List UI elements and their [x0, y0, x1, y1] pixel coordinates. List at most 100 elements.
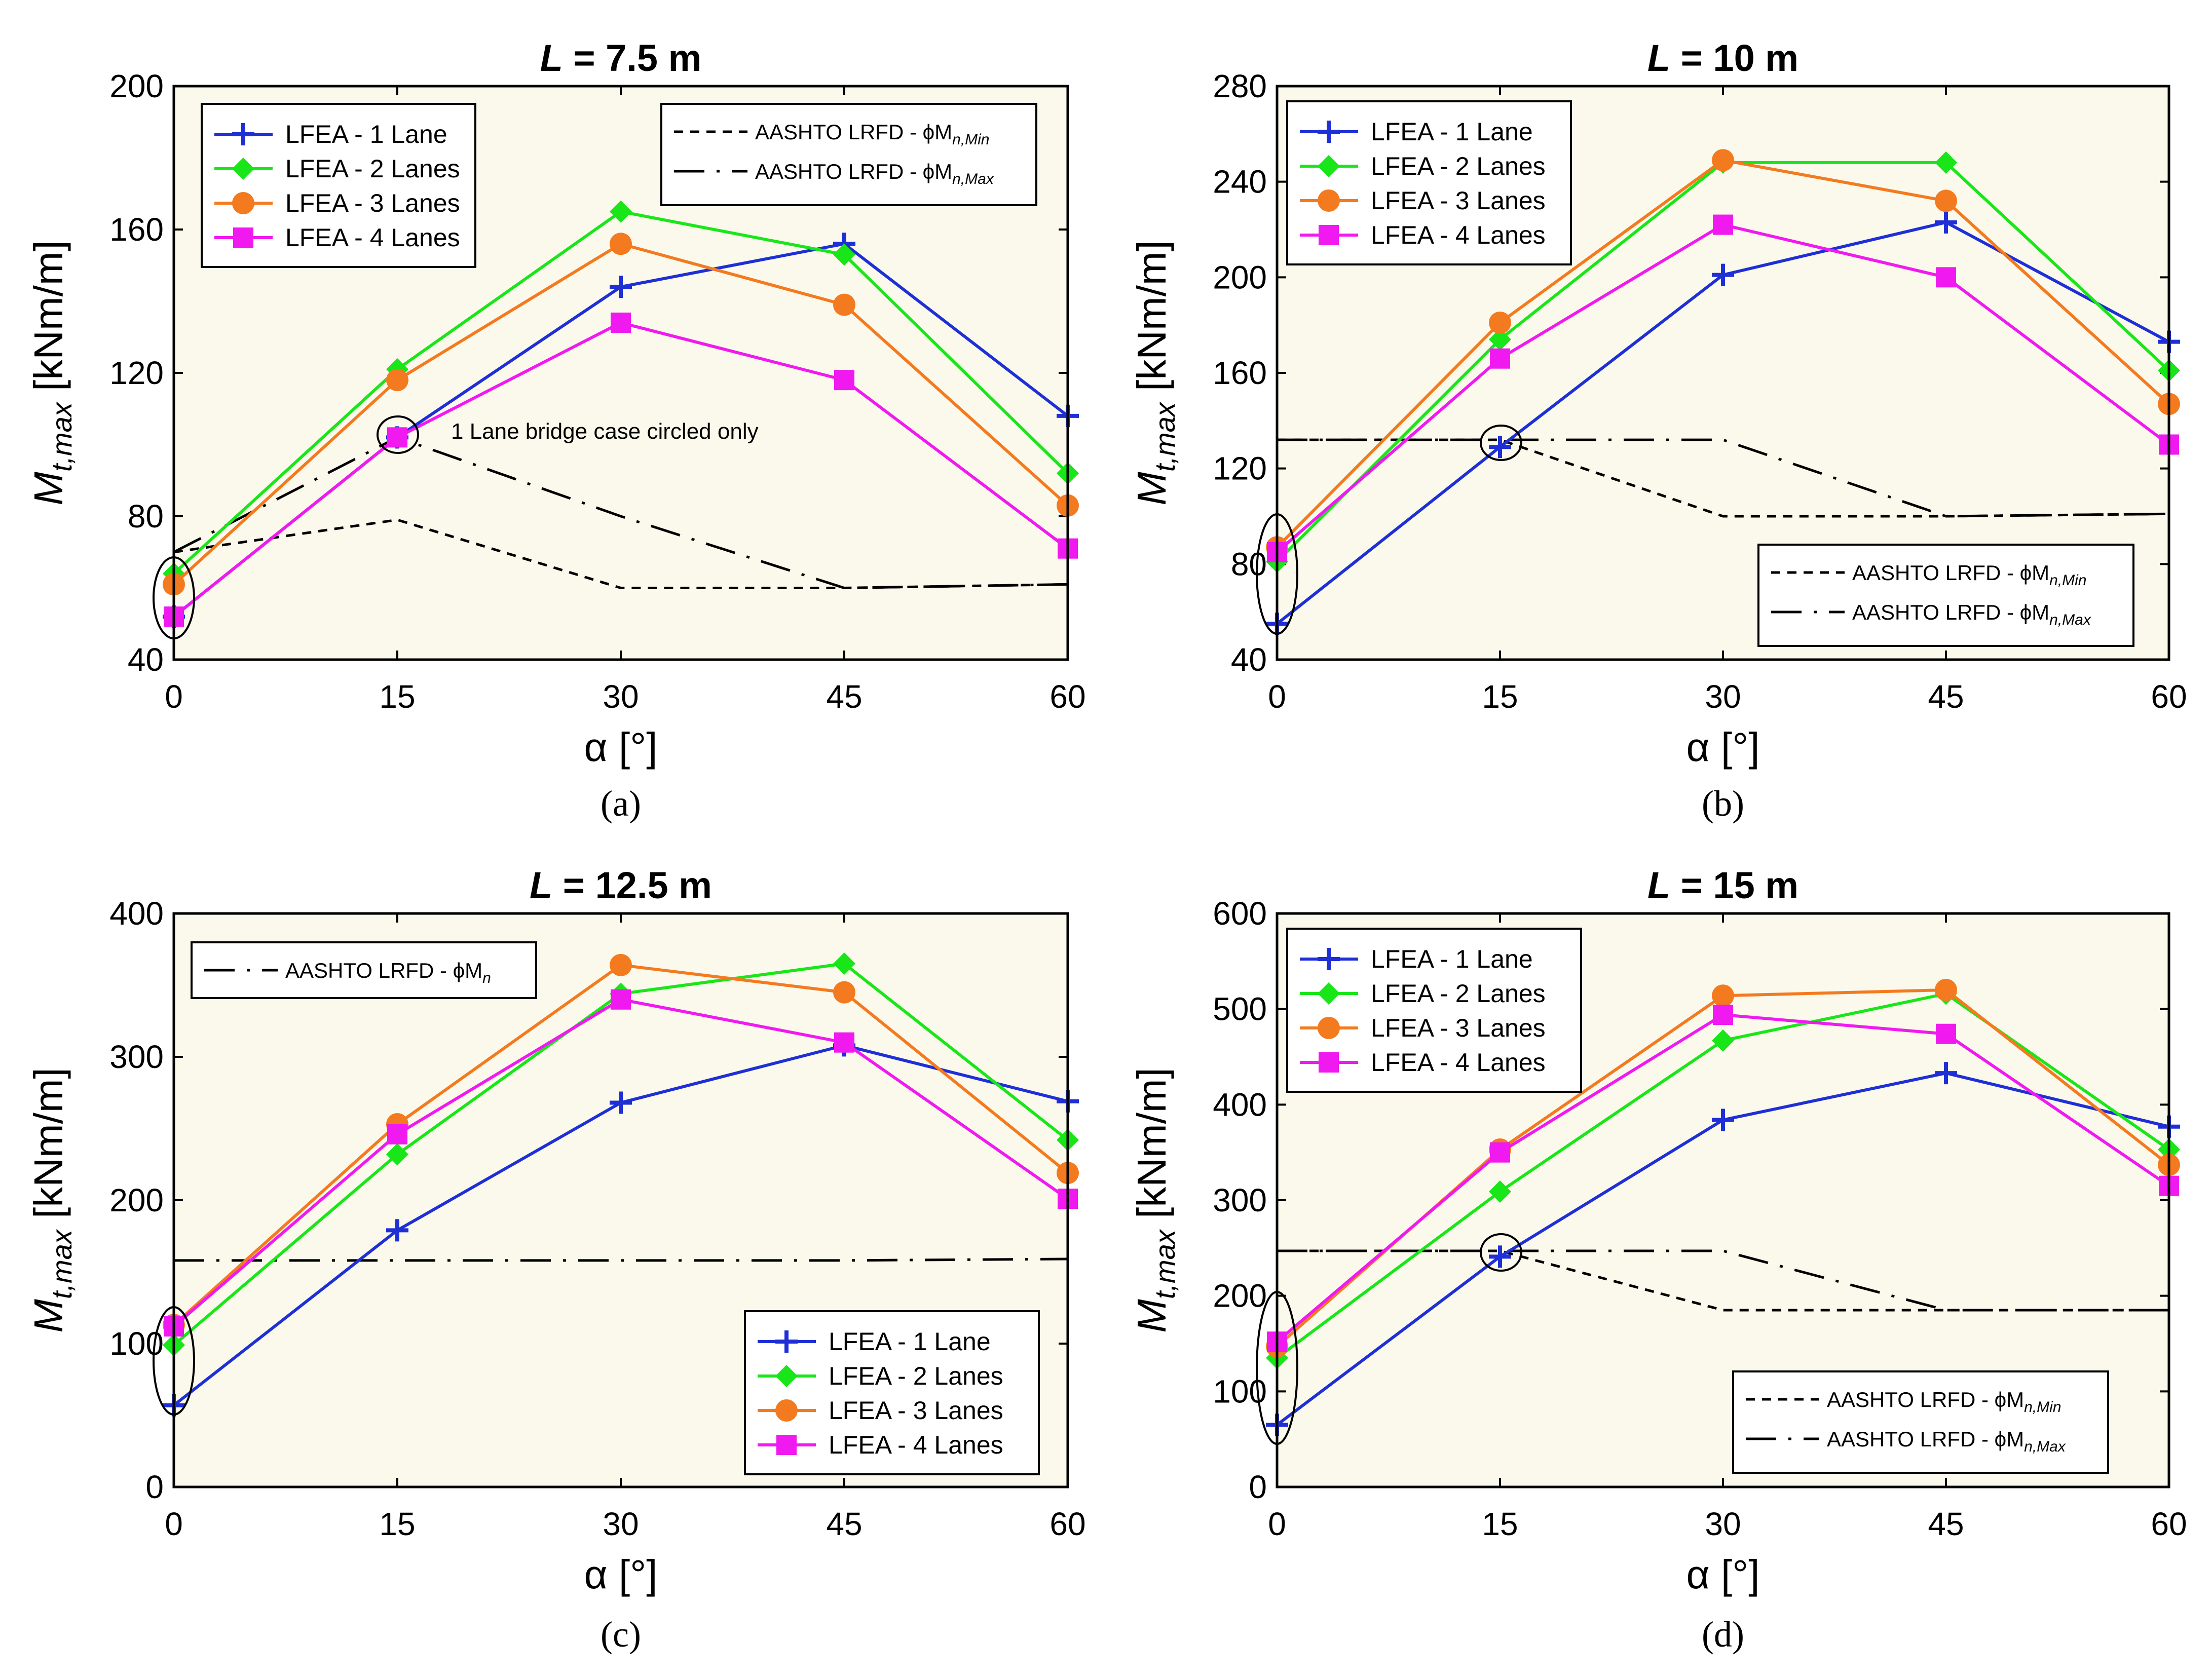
legend-entry-main: AASHTO LRFD - ϕM: [285, 959, 482, 982]
y-tick-label: 40: [1231, 641, 1267, 678]
x-tick-label: 0: [165, 1506, 183, 1542]
legend-swatch-marker: [776, 1435, 797, 1455]
y-tick-label: 200: [1213, 259, 1267, 295]
y-tick-label: 160: [109, 211, 164, 248]
legend-swatch-marker: [1318, 982, 1340, 1005]
legend-entry: LFEA - 1 Lane: [285, 120, 447, 148]
series-3-point: [833, 981, 855, 1004]
series-3-point: [1712, 149, 1734, 172]
code-line-1: [1277, 438, 2169, 518]
legend-entry: LFEA - 3 Lanes: [1371, 186, 1546, 215]
x-tick-label: 45: [1928, 678, 1964, 715]
y-axis-label: Mt,max [kNm/m]: [1129, 1067, 1181, 1333]
x-tick-label: 15: [379, 678, 415, 715]
plot-frame: [172, 85, 1069, 661]
legend-swatch-marker: [232, 192, 254, 214]
legend-swatch-marker: [232, 158, 254, 180]
series-4-point: [387, 427, 407, 448]
y-axis-label-symbol: M: [1129, 1299, 1174, 1333]
legend-code: AASHTO LRFD - ϕMn: [191, 941, 537, 999]
chart-title: L = 7.5 m: [540, 37, 702, 79]
y-axis-label-symbol: M: [1129, 472, 1174, 506]
legend-entry: LFEA - 3 Lanes: [1371, 1014, 1546, 1042]
highlight-ellipse: [1480, 425, 1522, 461]
series-4-point: [1490, 1142, 1510, 1163]
x-tick-label: 15: [379, 1506, 415, 1542]
legend-swatch-marker: [232, 123, 254, 145]
legend-entry: LFEA - 1 Lane: [829, 1327, 991, 1356]
series-2-point: [386, 1143, 408, 1166]
legend-entry: LFEA - 2 Lanes: [1371, 979, 1546, 1008]
y-tick-label: 600: [1213, 895, 1267, 932]
legend-entry-main: AASHTO LRFD - ϕM: [1852, 600, 2049, 624]
series-1-point: [1712, 263, 1734, 286]
series-4-point: [834, 370, 854, 391]
legend-entry-subscript: n,Max: [2024, 1438, 2066, 1455]
x-tick-label: 45: [826, 1506, 862, 1542]
x-tick-label: 0: [1268, 678, 1286, 715]
y-tick-label: 300: [109, 1039, 164, 1075]
legend-entry-subscript: n,Max: [2049, 612, 2091, 628]
y-tick-label: 80: [128, 498, 164, 534]
legend-entry: LFEA - 4 Lanes: [1371, 1048, 1546, 1077]
plot-frame: [1276, 85, 2170, 661]
series-3-point: [833, 293, 855, 316]
y-tick-label: 500: [1213, 991, 1267, 1027]
legend-entry-subscript: n,Max: [952, 171, 994, 187]
chart-panel-2: L = 10 m 40 80 120 160 200 240 280 0 15 30 45 60 α [°…: [1129, 37, 2187, 824]
x-tick-label: 30: [603, 678, 639, 715]
legend-entry: LFEA - 2 Lanes: [1371, 152, 1546, 180]
y-axis-label: Mt,max [kNm/m]: [26, 240, 78, 506]
x-axis-label: α [°]: [584, 724, 658, 770]
legend-entry-main: AASHTO LRFD - ϕM: [1827, 1388, 2024, 1411]
legend-entry: LFEA - 1 Lane: [1371, 945, 1533, 973]
y-axis-label-symbol: M: [26, 1299, 71, 1333]
panel-label: (a): [601, 783, 641, 824]
series-1-point: [386, 1219, 408, 1242]
legend-swatch-marker: [1318, 155, 1340, 177]
highlight-ellipse: [1480, 1233, 1522, 1272]
legend-entry-subscript: n: [482, 970, 491, 986]
legend-lfea: LFEA - 1 Lane LFEA - 2 Lanes LFEA - 3 Lane…: [201, 103, 476, 268]
legend-lfea: LFEA - 1 Lane LFEA - 2 Lanes LFEA - 3 Lane…: [1286, 928, 1582, 1093]
legend-swatch-marker: [1318, 1017, 1340, 1039]
series-4-point: [1936, 267, 1956, 288]
x-tick-label: 30: [1705, 678, 1741, 715]
x-tick-label: 60: [1050, 1506, 1085, 1542]
series-4-point: [834, 1032, 854, 1053]
y-axis-label-subscript: t,max: [1149, 1229, 1181, 1299]
x-tick-label: 60: [1050, 678, 1085, 715]
chart-title-symbol: L: [530, 864, 552, 906]
series-3-point: [1935, 189, 1957, 212]
plot-frame: [1276, 912, 2170, 1488]
code-line-2: [173, 436, 1068, 590]
y-axis-label: Mt,max [kNm/m]: [26, 1067, 78, 1333]
legend-entry: AASHTO LRFD - ϕMn,Min: [1852, 561, 2086, 589]
series-3-point: [1935, 978, 1957, 1001]
x-tick-label: 45: [1928, 1506, 1964, 1542]
series-4-point: [1936, 1023, 1956, 1044]
series-2-point: [833, 243, 855, 266]
panel-label: (b): [1702, 783, 1744, 824]
y-tick-label: 200: [109, 1182, 164, 1218]
legend-swatch-marker: [775, 1365, 798, 1387]
y-axis-label-symbol: M: [26, 472, 71, 506]
series-1-point: [1489, 436, 1511, 459]
series-1-point: [610, 276, 632, 298]
legend-lfea: LFEA - 1 Lane LFEA - 2 Lanes LFEA - 3 Lane…: [1286, 100, 1572, 265]
legend-entry-subscript: n,Min: [952, 131, 989, 148]
legend-entry: AASHTO LRFD - ϕMn,Max: [1852, 600, 2091, 628]
series-3-point: [1489, 311, 1511, 334]
series-2-point: [1489, 328, 1511, 351]
legend-entry: LFEA - 3 Lanes: [285, 189, 460, 217]
x-axis-label: α [°]: [584, 1552, 658, 1597]
highlight-ellipse: [377, 415, 419, 454]
legend-swatch-marker: [1318, 948, 1340, 970]
code-line-1: [1277, 1249, 2169, 1312]
x-tick-label: 30: [603, 1506, 639, 1542]
